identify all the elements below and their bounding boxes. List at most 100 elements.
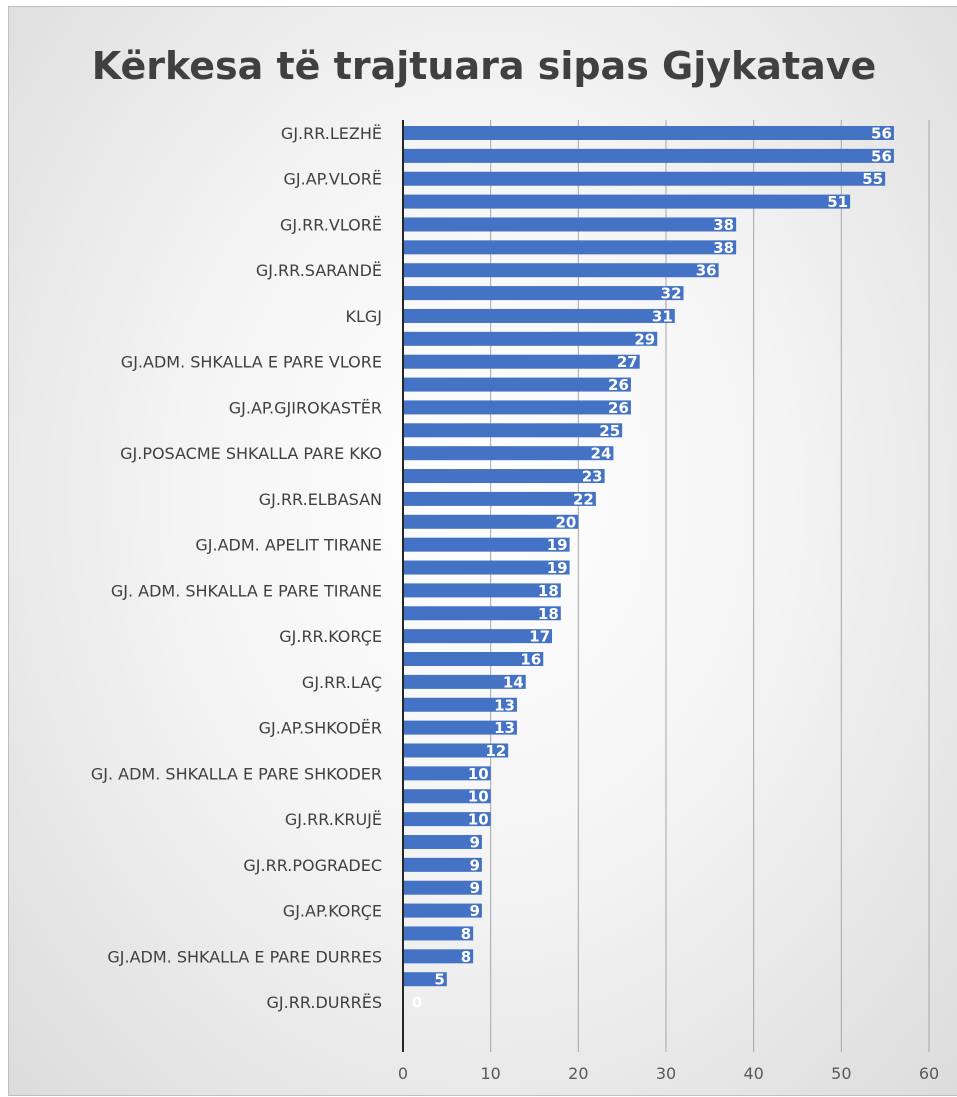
category-label: GJ.AP.GJIROKASTËR <box>229 398 382 417</box>
bar <box>403 194 851 209</box>
data-labels: 5656555138383632312927262625242322201919… <box>412 125 892 1012</box>
x-tick-label: 60 <box>919 1064 939 1083</box>
category-label: GJ.AP.VLORË <box>284 170 383 189</box>
bar <box>403 606 561 621</box>
category-label: GJ.ADM. APELIT TIRANE <box>195 536 382 555</box>
bar <box>403 263 719 278</box>
category-label: GJ.RR.LEZHË <box>281 124 382 143</box>
data-label: 13 <box>494 719 515 737</box>
data-label: 9 <box>469 856 479 874</box>
category-label: GJ.RR.DURRËS <box>267 993 382 1012</box>
data-label: 20 <box>555 513 576 531</box>
data-label: 16 <box>520 651 541 669</box>
bar <box>403 514 579 529</box>
data-label: 5 <box>434 971 444 989</box>
bar <box>403 560 570 575</box>
data-label: 0 <box>412 994 422 1012</box>
bar <box>403 720 517 735</box>
data-label: 9 <box>469 902 479 920</box>
bar <box>403 331 658 346</box>
bar <box>403 834 482 849</box>
data-label: 14 <box>503 673 524 691</box>
data-label: 10 <box>468 811 489 829</box>
data-label: 9 <box>469 833 479 851</box>
data-label: 19 <box>547 536 568 554</box>
bar <box>403 903 482 918</box>
data-label: 38 <box>713 239 734 257</box>
bars <box>403 126 894 987</box>
category-label: GJ. ADM. SHKALLA E PARE SHKODER <box>91 764 382 783</box>
data-label: 31 <box>652 307 673 325</box>
category-label: GJ.ADM. SHKALLA E PARE VLORE <box>121 353 382 372</box>
category-label: GJ.RR.LAÇ <box>302 673 382 692</box>
bar <box>403 446 614 461</box>
category-labels: GJ.RR.LEZHË GJ.AP.VLORË GJ.RR.VLORË GJ.RR.S… <box>91 124 382 1012</box>
data-label: 13 <box>494 696 515 714</box>
data-label: 8 <box>461 925 471 943</box>
bar <box>403 972 447 987</box>
data-label: 26 <box>608 376 629 394</box>
category-label: GJ.RR.SARANDË <box>256 261 382 280</box>
category-label: GJ.RR.ELBASAN <box>259 490 382 509</box>
data-label: 18 <box>538 582 559 600</box>
category-label: KLGJ <box>345 307 382 326</box>
category-label: GJ.RR.VLORË <box>280 215 382 234</box>
x-tick-label: 40 <box>743 1064 763 1083</box>
bar <box>403 423 623 438</box>
x-tick-label: 10 <box>480 1064 500 1083</box>
chart-title: Kërkesa të trajtuara sipas Gjykatave <box>92 44 877 88</box>
data-label: 22 <box>573 490 594 508</box>
data-label: 56 <box>871 147 892 165</box>
bar <box>403 491 596 506</box>
bar-chart: Kërkesa të trajtuara sipas Gjykatave GJ.… <box>91 44 939 1083</box>
bar <box>403 583 561 598</box>
data-label: 23 <box>582 468 603 486</box>
chart-frame: Kërkesa të trajtuara sipas Gjykatave GJ.… <box>8 6 957 1096</box>
bar <box>403 926 474 941</box>
data-label: 10 <box>468 765 489 783</box>
data-label: 17 <box>529 628 550 646</box>
data-label: 19 <box>547 559 568 577</box>
data-label: 36 <box>696 262 717 280</box>
category-label: GJ.POSACME SHKALLA PARE KKO <box>120 444 382 463</box>
x-tick-labels: 0 10 20 30 40 50 60 <box>398 1064 939 1083</box>
category-label: GJ.RR.KRUJË <box>285 810 382 829</box>
bar <box>403 308 675 323</box>
x-tick-label: 50 <box>831 1064 851 1083</box>
bar <box>403 857 482 872</box>
data-label: 56 <box>871 125 892 143</box>
bar <box>403 880 482 895</box>
bar <box>403 697 517 712</box>
bar <box>403 400 631 415</box>
category-label: GJ.RR.POGRADEC <box>243 856 382 875</box>
data-label: 18 <box>538 605 559 623</box>
category-label: GJ. ADM. SHKALLA E PARE TIRANE <box>111 581 382 600</box>
bar <box>403 148 894 163</box>
x-tick-label: 0 <box>398 1064 408 1083</box>
bar <box>403 217 737 232</box>
data-label: 9 <box>469 879 479 897</box>
bar <box>403 652 544 667</box>
data-label: 25 <box>599 422 620 440</box>
data-label: 51 <box>827 193 848 211</box>
bar <box>403 240 737 255</box>
bar <box>403 789 491 804</box>
bar <box>403 674 526 689</box>
x-tick-label: 30 <box>656 1064 676 1083</box>
category-label: GJ.ADM. SHKALLA E PARE DURRES <box>107 947 382 966</box>
bar <box>403 171 886 186</box>
bar <box>403 812 491 827</box>
data-label: 10 <box>468 788 489 806</box>
bar <box>403 286 684 301</box>
bar <box>403 537 570 552</box>
data-label: 55 <box>862 170 883 188</box>
bar <box>403 629 553 644</box>
data-label: 32 <box>661 285 682 303</box>
data-label: 29 <box>634 330 655 348</box>
x-tick-label: 20 <box>568 1064 588 1083</box>
bar <box>403 377 631 392</box>
category-label: GJ.AP.SHKODËR <box>259 719 382 738</box>
bar <box>403 766 491 781</box>
data-label: 24 <box>591 445 612 463</box>
bar <box>403 126 894 140</box>
